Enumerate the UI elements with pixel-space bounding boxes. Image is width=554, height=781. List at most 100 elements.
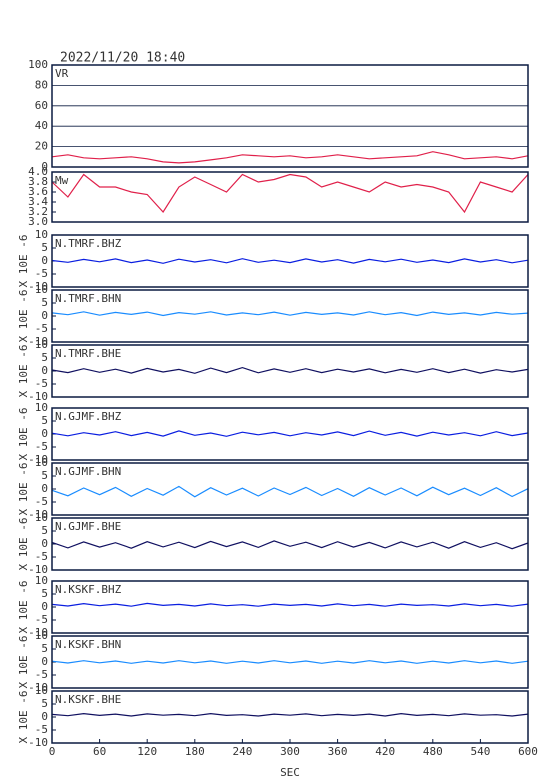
y-tick-label: -5 (35, 668, 48, 681)
x-tick-label: 240 (232, 745, 252, 758)
y-axis-label: X 10E -6 (17, 463, 30, 516)
y-tick-label: -10 (28, 280, 48, 293)
y-axis-label: X 10E -6 (17, 691, 30, 744)
y-tick-label: 3.2 (28, 205, 48, 218)
y-tick-label: 20 (35, 140, 48, 153)
panel-frame (51, 171, 529, 223)
y-tick-label: -10 (28, 563, 48, 576)
panel-label: N.KSKF.BHE (55, 693, 121, 706)
panel-label: N.KSKF.BHZ (55, 583, 122, 596)
y-tick-label: 3.0 (28, 215, 48, 228)
y-tick-label: -5 (35, 267, 48, 280)
trace (51, 151, 529, 164)
y-tick-label: -5 (35, 613, 48, 626)
trace (51, 660, 529, 664)
panel-frame (51, 344, 529, 398)
y-tick-label: -5 (35, 440, 48, 453)
trace (51, 602, 529, 607)
y-tick-label: -10 (28, 453, 48, 466)
y-axis-label: X 10E -6 (17, 345, 30, 398)
y-tick-label: 0 (41, 364, 48, 377)
y-tick-label: 0 (41, 655, 48, 668)
panel-frame (51, 462, 529, 516)
y-tick-label: -5 (35, 322, 48, 335)
y-tick-label: 10 (35, 574, 48, 587)
x-tick-label: 180 (185, 745, 205, 758)
y-tick-label: 40 (35, 119, 48, 132)
panel-label: Mw (55, 174, 69, 187)
y-axis-label: X 10E -6 (17, 581, 30, 634)
y-tick-label: 3.8 (28, 175, 48, 188)
y-tick-label: 4.0 (28, 165, 48, 178)
y-axis-label: X 10E -6 (17, 235, 30, 288)
y-tick-label: 100 (28, 58, 48, 71)
y-tick-label: 10 (35, 684, 48, 697)
panel-label: N.GJMF.BHZ (55, 410, 122, 423)
panel-frame (51, 234, 529, 288)
trace (51, 173, 529, 214)
panel-label: N.GJMF.BHE (55, 520, 121, 533)
x-tick-label: 360 (328, 745, 348, 758)
x-tick-label: 480 (423, 745, 443, 758)
y-tick-label: -5 (35, 377, 48, 390)
y-tick-label: 0 (41, 537, 48, 550)
panel-frame (51, 690, 529, 744)
x-axis-label: SEC (280, 766, 300, 779)
y-tick-label: -5 (35, 723, 48, 736)
panel-frame (51, 64, 529, 168)
y-axis-label: X 10E -6 (17, 636, 30, 689)
trace (51, 540, 529, 550)
x-tick-label: 600 (518, 745, 538, 758)
y-tick-label: 80 (35, 78, 48, 91)
x-tick-label: 0 (49, 745, 56, 758)
panel-label: N.GJMF.BHN (55, 465, 121, 478)
y-tick-label: 0 (41, 160, 48, 173)
x-tick-label: 300 (280, 745, 300, 758)
trace (51, 712, 529, 717)
y-tick-label: -10 (28, 626, 48, 639)
y-axis-label: X 10E -6 (17, 408, 30, 461)
y-tick-label: 5 (41, 296, 48, 309)
y-tick-label: 0 (41, 309, 48, 322)
x-tick-label: 60 (93, 745, 106, 758)
trace (51, 485, 529, 498)
y-tick-label: 60 (35, 99, 48, 112)
y-tick-label: 5 (41, 697, 48, 710)
y-tick-label: 5 (41, 524, 48, 537)
y-tick-label: -10 (28, 681, 48, 694)
y-tick-label: -10 (28, 736, 48, 749)
y-tick-label: 10 (35, 338, 48, 351)
panel-label: N.KSKF.BHN (55, 638, 121, 651)
panel-label: N.TMRF.BHE (55, 347, 121, 360)
panel-label: VR (55, 67, 69, 80)
y-tick-label: 10 (35, 228, 48, 241)
y-tick-label: 10 (35, 401, 48, 414)
panel-frame (51, 289, 529, 343)
y-tick-label: -5 (35, 495, 48, 508)
x-tick-label: 420 (375, 745, 395, 758)
panel-frame (51, 407, 529, 461)
y-tick-label: 0 (41, 600, 48, 613)
trace (51, 258, 529, 264)
y-tick-label: -5 (35, 550, 48, 563)
y-tick-label: 3.4 (28, 195, 48, 208)
y-tick-label: 10 (35, 511, 48, 524)
x-tick-label: 120 (137, 745, 157, 758)
panel-frame (51, 517, 529, 571)
panel-frame (51, 580, 529, 634)
y-tick-label: -10 (28, 335, 48, 348)
x-tick-label: 540 (470, 745, 490, 758)
y-tick-label: 5 (41, 414, 48, 427)
y-axis-label: X 10E -6 (17, 290, 30, 343)
y-tick-label: -10 (28, 508, 48, 521)
y-tick-label: 10 (35, 456, 48, 469)
y-tick-label: -10 (28, 390, 48, 403)
panel-frame (51, 635, 529, 689)
y-axis-label: X 10E -6 (17, 518, 30, 571)
trace (51, 430, 529, 437)
panel-label: N.TMRF.BHZ (55, 237, 122, 250)
y-tick-label: 3.6 (28, 185, 48, 198)
y-tick-label: 0 (41, 482, 48, 495)
y-tick-label: 0 (41, 710, 48, 723)
